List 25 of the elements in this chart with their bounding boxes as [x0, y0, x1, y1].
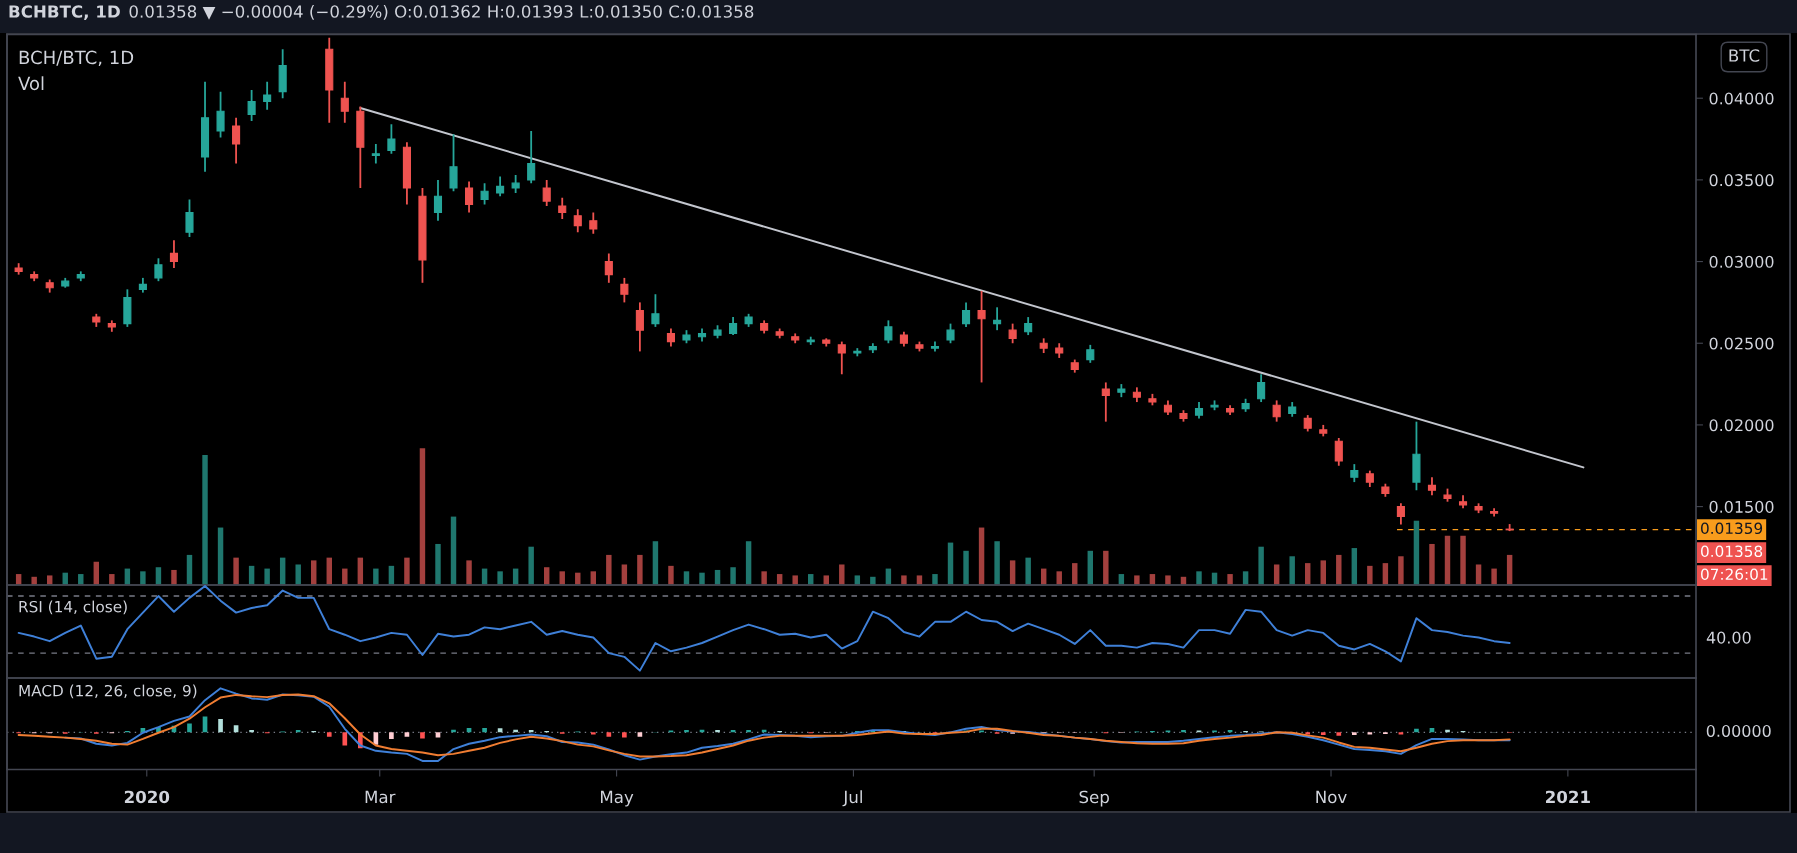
text: 0.01358	[1701, 545, 1763, 558]
annotation: BCH/BTC, 1D	[19, 50, 134, 67]
x-tick-label: 2021	[1545, 790, 1590, 804]
chart-title: Vol	[18, 76, 44, 91]
x-tick-label: Nov	[1316, 790, 1347, 804]
data-label: 0.01359	[1701, 522, 1763, 535]
y-tick-label: 0.02500	[1709, 337, 1774, 350]
y-tick-label: 0.02000	[1709, 419, 1774, 432]
y-tick-label: 0.03500	[1709, 174, 1774, 187]
text: RSI (14, close)	[19, 600, 127, 615]
text: BTC	[1729, 49, 1760, 62]
x-tick-label: 2020	[124, 790, 170, 804]
x-tick-label: Jul	[842, 790, 862, 807]
y-tick-label: 0.03000	[1709, 255, 1774, 268]
text: 07:26:01	[1701, 568, 1768, 581]
y-tick-label: 0.01500	[1709, 500, 1774, 513]
chart-title: MACD (12, 26, close, 9)	[19, 684, 197, 699]
ref-line-label: 0.00000	[1706, 724, 1771, 737]
chart-title: BCHBTC, 1D	[9, 5, 120, 20]
y-tick-label: 0.04000	[1709, 92, 1774, 105]
chart-subtitle: 0.01358 ▼ −0.00004 (−0.29%) O:0.01362 H:0.01393 L:0.01350 C:0.01358	[129, 4, 754, 20]
text: 40.00	[1706, 631, 1751, 644]
x-tick-label: Sep	[1079, 790, 1109, 807]
x-tick-label: May	[601, 790, 634, 807]
x-tick-label: Mar	[365, 790, 396, 804]
